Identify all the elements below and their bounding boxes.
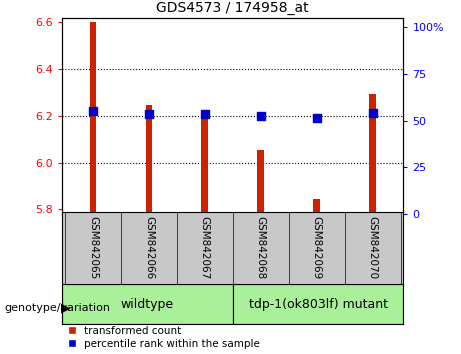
Text: GSM842067: GSM842067 xyxy=(200,216,210,279)
Text: genotype/variation: genotype/variation xyxy=(5,303,111,313)
Bar xyxy=(62,284,233,324)
Text: GSM842068: GSM842068 xyxy=(256,216,266,279)
Point xyxy=(145,111,153,117)
Text: GSM842070: GSM842070 xyxy=(367,216,378,279)
Text: GSM842066: GSM842066 xyxy=(144,216,154,279)
Bar xyxy=(233,284,403,324)
Bar xyxy=(146,105,152,214)
Bar xyxy=(89,22,96,214)
Point xyxy=(257,113,265,119)
Text: GSM842069: GSM842069 xyxy=(312,216,322,279)
Text: wildtype: wildtype xyxy=(121,298,174,310)
Point xyxy=(313,115,320,121)
Point xyxy=(201,111,208,117)
Legend: transformed count, percentile rank within the sample: transformed count, percentile rank withi… xyxy=(67,326,260,349)
Text: tdp-1(ok803lf) mutant: tdp-1(ok803lf) mutant xyxy=(248,298,388,310)
Point xyxy=(89,108,97,114)
Title: GDS4573 / 174958_at: GDS4573 / 174958_at xyxy=(156,1,309,15)
Bar xyxy=(313,199,320,214)
Bar xyxy=(369,94,376,214)
Text: ▶: ▶ xyxy=(61,302,71,314)
Bar xyxy=(257,150,264,214)
Bar xyxy=(201,116,208,214)
Point xyxy=(369,110,376,116)
Text: GSM842065: GSM842065 xyxy=(88,216,98,279)
